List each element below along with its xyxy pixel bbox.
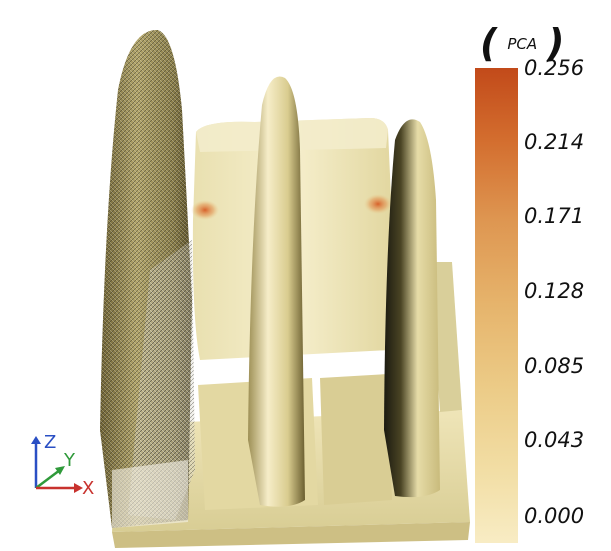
legend-tick-1: 0.214 [524, 130, 585, 154]
legend-tick-3: 0.128 [524, 279, 585, 303]
legend-open-paren: ( [480, 21, 498, 65]
middle-fin [248, 76, 305, 507]
y-axis-arrow [35, 469, 61, 489]
x-axis-label: X [82, 478, 95, 499]
right-fin [384, 119, 440, 498]
legend-title: ( PCA ) [480, 18, 608, 68]
y-axis-label: Y [64, 450, 75, 471]
legend-tick-4: 0.085 [524, 354, 585, 378]
orientation-axes: Z Y X [20, 430, 100, 500]
legend-name: PCA [507, 35, 538, 53]
color-legend: ( PCA ) 0.256 0.214 0.171 0.128 0.085 0.… [472, 0, 611, 551]
legend-color-bar [475, 68, 518, 543]
legend-close-paren: ) [547, 21, 565, 65]
z-axis-label: Z [44, 432, 57, 453]
legend-tick-6: 0.000 [524, 504, 585, 528]
legend-tick-5: 0.043 [524, 428, 585, 452]
legend-tick-2: 0.171 [524, 204, 585, 228]
legend-tick-0: 0.256 [524, 56, 585, 80]
